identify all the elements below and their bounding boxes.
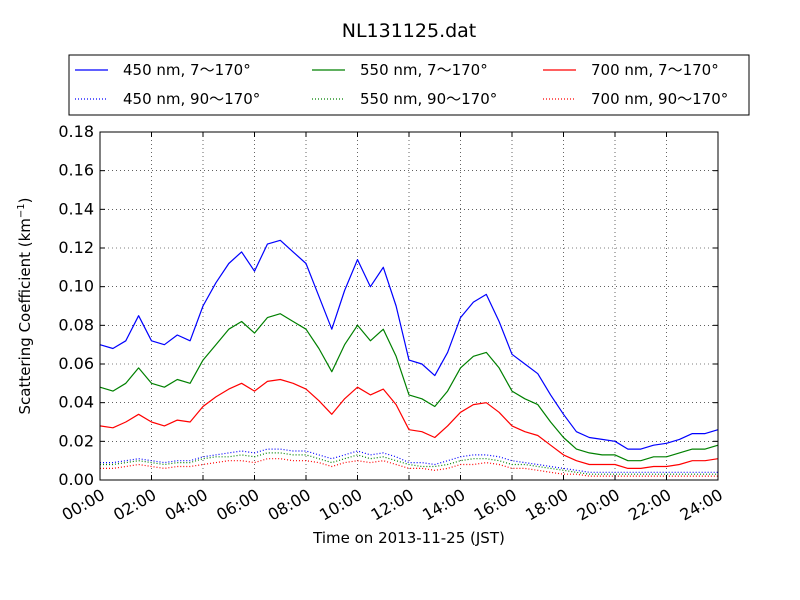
- series-line-1: [99, 313, 719, 462]
- x-tick-label: 14:00: [419, 485, 468, 525]
- series-line-2: [99, 378, 719, 469]
- y-tick-labels: 0.00 0.02 0.04 0.06 0.08 0.10 0.12 0.14 0.16 0.18: [58, 122, 94, 489]
- y-tick-label: 0.16: [58, 161, 94, 180]
- x-tick-label: 08:00: [265, 485, 314, 525]
- y-axis-label-main: Scattering Coefficient (km: [16, 218, 34, 414]
- legend-label: 550 nm, 90～170°: [360, 90, 497, 108]
- y-tick-label: 0.14: [58, 199, 94, 218]
- legend-label: 700 nm, 90～170°: [591, 90, 728, 108]
- x-tick-label: 24:00: [677, 485, 726, 525]
- legend-items: 450 nm, 7～170° 550 nm, 7～170° 700 nm, 7～17…: [75, 61, 728, 108]
- x-tick-label: 22:00: [625, 485, 674, 525]
- x-tick-label: 00:00: [59, 485, 108, 525]
- y-tick-label: 0.00: [58, 470, 94, 489]
- y-tick-label: 0.08: [58, 315, 94, 334]
- legend-label: 450 nm, 90～170°: [123, 90, 260, 108]
- x-tick-label: 16:00: [471, 485, 520, 525]
- x-tick-label: 12:00: [368, 485, 417, 525]
- legend: [68, 54, 750, 116]
- x-tick-labels: 00:00 02:00 04:00 06:00 08:00 10:00 12:00 14:00…: [59, 485, 726, 525]
- y-tick-label: 0.18: [58, 122, 94, 141]
- y-tick-label: 0.02: [58, 431, 94, 450]
- x-tick-label: 10:00: [316, 485, 365, 525]
- x-tick-label: 06:00: [213, 485, 262, 525]
- y-axis-label-sup: −1: [16, 203, 27, 218]
- legend-label: 700 nm, 7～170°: [591, 61, 719, 79]
- y-tick-label: 0.06: [58, 354, 94, 373]
- legend-label: 450 nm, 7～170°: [123, 61, 251, 79]
- x-tick-label: 04:00: [162, 485, 211, 525]
- series-line-0: [99, 239, 719, 450]
- y-tick-label: 0.10: [58, 277, 94, 296]
- series-line-4: [100, 452, 718, 475]
- x-tick-label: 20:00: [574, 485, 623, 525]
- y-axis-label: Scattering Coefficient (km−1): [16, 197, 34, 414]
- legend-label: 550 nm, 7～170°: [360, 61, 488, 79]
- x-tick-label: 02:00: [110, 485, 159, 525]
- chart-title: NL131125.dat: [342, 20, 477, 42]
- grid: [100, 132, 718, 480]
- tick-marks: [99, 131, 719, 481]
- y-tick-label: 0.04: [58, 393, 94, 412]
- x-axis-label: Time on 2013-11-25 (JST): [312, 529, 505, 547]
- series-line-3: [100, 448, 718, 473]
- x-tick-label: 18:00: [522, 485, 571, 525]
- y-tick-label: 0.12: [58, 238, 94, 257]
- y-axis-label-end: ): [16, 197, 34, 203]
